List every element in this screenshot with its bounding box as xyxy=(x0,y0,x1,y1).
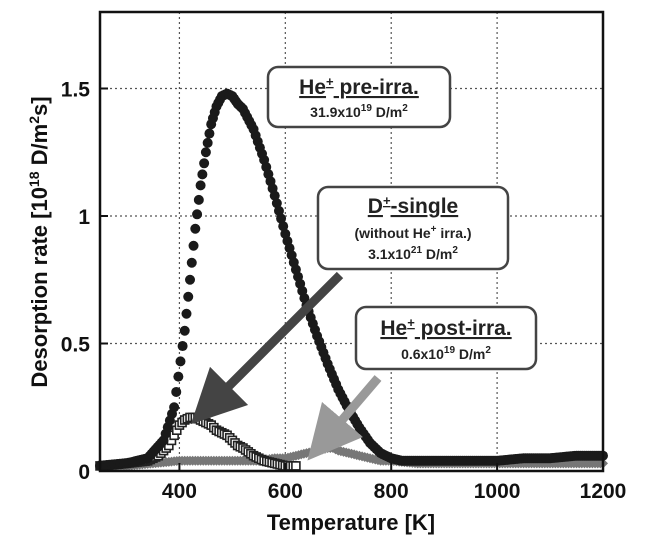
data-point xyxy=(197,169,207,179)
y-tick-label: 0.5 xyxy=(61,334,91,357)
x-tick-label: 600 xyxy=(268,480,303,503)
data-point xyxy=(190,224,200,234)
y-tick-label: 1.5 xyxy=(61,79,91,102)
annotation-d-single: D+-single (without He+ irra.) 3.1x1021 D… xyxy=(318,187,508,269)
x-tick-label: 800 xyxy=(374,480,409,503)
data-point xyxy=(192,209,202,219)
data-point xyxy=(203,138,213,148)
data-point xyxy=(187,258,197,268)
data-point xyxy=(175,356,185,366)
svg-text:D+-single: D+-single xyxy=(368,193,458,218)
data-point xyxy=(185,275,195,285)
data-point xyxy=(169,402,179,412)
data-point xyxy=(180,326,190,336)
data-point xyxy=(292,462,300,470)
data-point xyxy=(178,341,188,351)
y-tick-label: 1 xyxy=(78,206,90,229)
data-point xyxy=(189,241,199,251)
svg-text:He+ post-irra.: He+ post-irra. xyxy=(380,315,511,340)
data-point xyxy=(196,180,206,190)
data-point xyxy=(171,387,181,397)
data-point xyxy=(173,372,183,382)
svg-text:31.9x1019 D/m2: 31.9x1019 D/m2 xyxy=(310,103,408,120)
x-axis-title: Temperature [K] xyxy=(267,510,435,535)
x-tick-label: 400 xyxy=(162,480,197,503)
svg-text:(without He+ irra.): (without He+ irra.) xyxy=(354,224,471,241)
x-tick-label: 1200 xyxy=(580,480,627,503)
x-tick-label: 1000 xyxy=(474,480,521,503)
y-tick-label: 0 xyxy=(78,461,90,484)
annotation-pre-irra: He+ pre-irra. 31.9x1019 D/m2 xyxy=(268,67,450,127)
data-point xyxy=(183,292,193,302)
data-point xyxy=(181,309,191,319)
y-axis-title: Desorption rate [1018 D/m2s] xyxy=(26,96,52,387)
data-point xyxy=(204,129,214,139)
annotation-post-irra: He+ post-irra. 0.6x1019 D/m2 xyxy=(356,307,536,369)
x-ticks: 400 600 800 1000 1200 xyxy=(162,463,626,503)
svg-text:He+ pre-irra.: He+ pre-irra. xyxy=(299,74,419,99)
data-point xyxy=(194,195,204,205)
data-point xyxy=(199,158,209,168)
data-point xyxy=(201,147,211,157)
